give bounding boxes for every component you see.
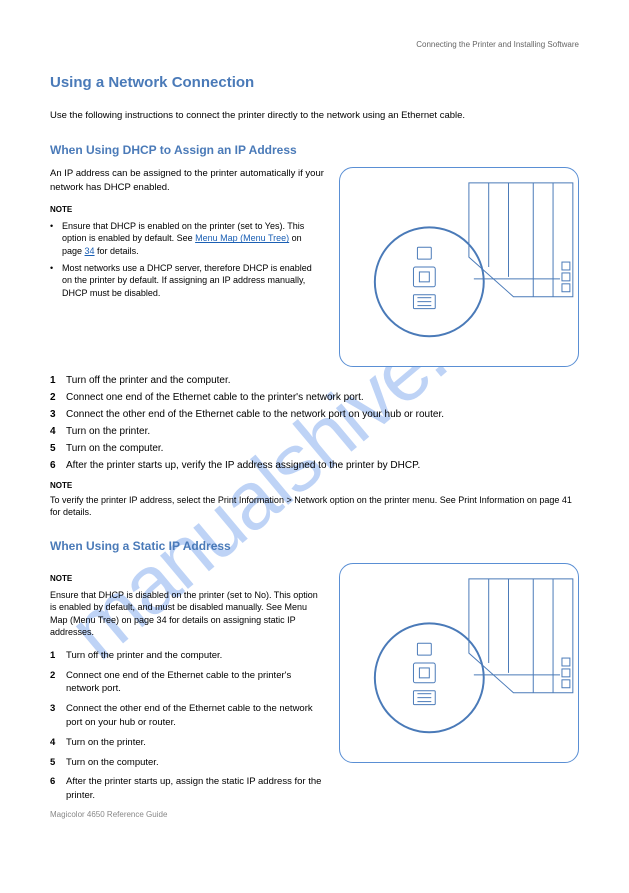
section1-p1: An IP address can be assigned to the pri… — [50, 167, 324, 195]
step-text: Connect the other end of the Ethernet ca… — [66, 409, 579, 420]
step-text: Turn on the computer. — [66, 443, 579, 454]
step-item: 2Connect one end of the Ethernet cable t… — [50, 392, 579, 403]
footer: Magicolor 4650 Reference Guide — [50, 810, 579, 819]
note-text: Most networks use a DHCP server, therefo… — [62, 262, 324, 300]
step-item: 6After the printer starts up, assign the… — [50, 775, 324, 803]
page-header: Connecting the Printer and Installing So… — [50, 40, 579, 49]
section2-heading: When Using a Static IP Address — [50, 539, 579, 553]
step-item: 3Connect the other end of the Ethernet c… — [50, 409, 579, 420]
step-item: 4Turn on the printer. — [50, 736, 324, 750]
note-label-2: NOTE — [50, 481, 579, 490]
section1-heading: When Using DHCP to Assign an IP Address — [50, 143, 579, 157]
note-label: NOTE — [50, 204, 324, 216]
step-text: After the printer starts up, assign the … — [66, 775, 324, 803]
step-text: Turn on the computer. — [66, 756, 324, 770]
note2-text: To verify the printer IP address, select… — [50, 494, 579, 519]
intro-text: Use the following instructions to connec… — [50, 109, 579, 123]
step-item: 6After the printer starts up, verify the… — [50, 460, 579, 471]
link-menu-map[interactable]: Menu Map (Menu Tree) — [195, 233, 289, 243]
page-title: Using a Network Connection — [50, 74, 579, 91]
step-item: 5Turn on the computer. — [50, 443, 579, 454]
note-list-1: •Ensure that DHCP is enabled on the prin… — [50, 220, 324, 300]
step-text: Turn on the printer. — [66, 736, 324, 750]
step-item: 5Turn on the computer. — [50, 756, 324, 770]
step-text: Turn off the printer and the computer. — [66, 649, 324, 663]
note-text: for details. — [95, 246, 139, 256]
step-item: 3Connect the other end of the Ethernet c… — [50, 702, 324, 730]
figure-printer-ports-2 — [339, 563, 579, 763]
step-text: Connect one end of the Ethernet cable to… — [66, 669, 324, 697]
step-text: Connect one end of the Ethernet cable to… — [66, 392, 579, 403]
figure-printer-ports-1 — [339, 167, 579, 367]
step-item: 1Turn off the printer and the computer. — [50, 375, 579, 386]
step-item: 2Connect one end of the Ethernet cable t… — [50, 669, 324, 697]
step-item: 1Turn off the printer and the computer. — [50, 649, 324, 663]
link-page-34[interactable]: 34 — [85, 246, 95, 256]
note-item: •Most networks use a DHCP server, theref… — [50, 262, 324, 300]
step-text: After the printer starts up, verify the … — [66, 460, 579, 471]
note-label-3: NOTE — [50, 573, 324, 585]
section2-note: Ensure that DHCP is disabled on the prin… — [50, 589, 324, 639]
step-item: 4Turn on the printer. — [50, 426, 579, 437]
step-text: Turn on the printer. — [66, 426, 579, 437]
note-item: •Ensure that DHCP is enabled on the prin… — [50, 220, 324, 258]
step-text: Turn off the printer and the computer. — [66, 375, 579, 386]
step-text: Connect the other end of the Ethernet ca… — [66, 702, 324, 730]
